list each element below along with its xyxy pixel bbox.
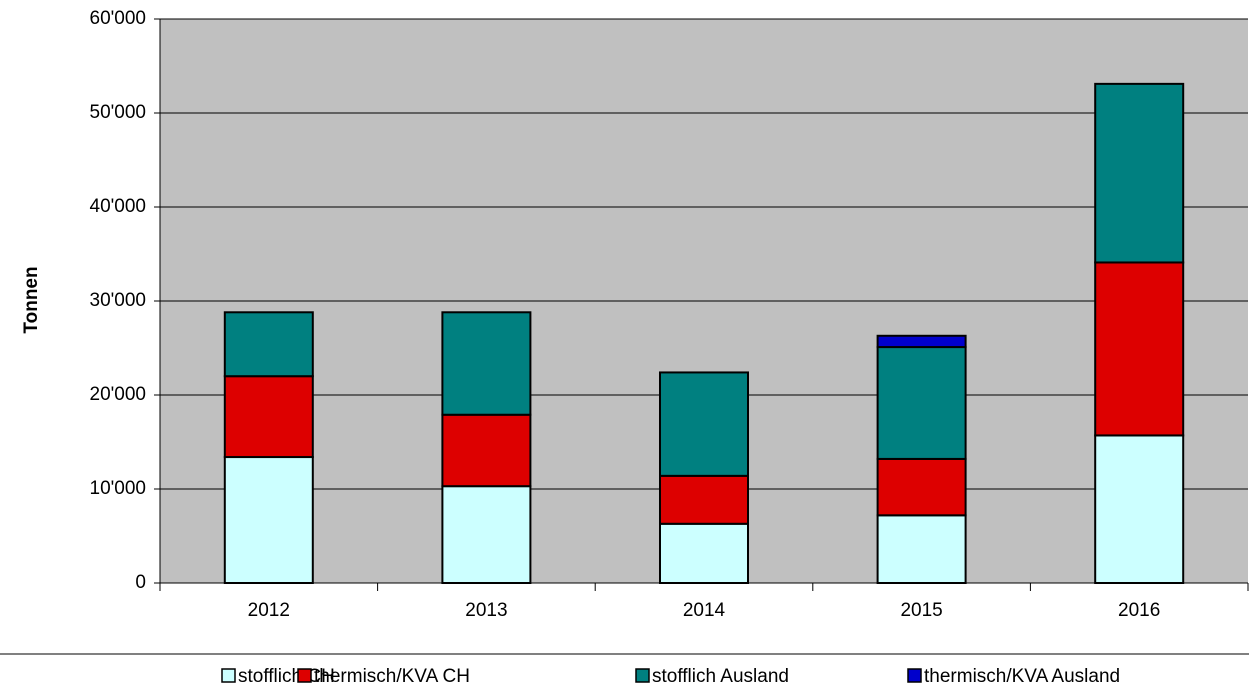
x-tick-label: 2016 bbox=[1118, 600, 1160, 621]
bar-segment bbox=[223, 456, 314, 585]
legend-swatch bbox=[635, 668, 650, 683]
x-tick-label: 2013 bbox=[465, 600, 507, 621]
bar-segment bbox=[876, 334, 967, 349]
bar-segment bbox=[441, 413, 532, 488]
legend-swatch bbox=[297, 668, 312, 683]
x-tick-label: 2015 bbox=[900, 600, 942, 621]
bar-segment bbox=[659, 474, 749, 525]
legend-swatch bbox=[907, 668, 922, 683]
y-tick-label: 30'000 bbox=[90, 290, 146, 311]
bar-segment bbox=[876, 514, 967, 585]
y-tick-label: 40'000 bbox=[90, 196, 146, 217]
y-tick-label: 10'000 bbox=[90, 478, 146, 499]
y-axis-label: Tonnen bbox=[21, 266, 42, 333]
legend-label: thermisch/KVA CH bbox=[314, 666, 470, 687]
legend-swatch bbox=[221, 668, 236, 683]
bar-segment bbox=[1094, 434, 1185, 585]
legend-label: thermisch/KVA Ausland bbox=[924, 666, 1120, 687]
x-tick-label: 2012 bbox=[248, 600, 290, 621]
bar-segment bbox=[1094, 261, 1185, 437]
bar-segment bbox=[223, 375, 314, 459]
bar-segment bbox=[1094, 82, 1185, 264]
bar-segment bbox=[659, 371, 749, 477]
x-tick-label: 2014 bbox=[683, 600, 726, 621]
y-tick-label: 20'000 bbox=[90, 384, 146, 405]
legend-label: stofflich Ausland bbox=[652, 666, 789, 687]
bar-segment bbox=[659, 522, 749, 585]
y-tick-label: 50'000 bbox=[90, 102, 146, 123]
bar-segment bbox=[441, 485, 532, 584]
bar-segment bbox=[876, 346, 967, 460]
bar-segment bbox=[223, 311, 314, 378]
bar-segment bbox=[876, 457, 967, 517]
y-tick-label: 0 bbox=[135, 572, 146, 593]
bar-segment bbox=[441, 311, 532, 416]
y-tick-label: 60'000 bbox=[90, 8, 146, 29]
